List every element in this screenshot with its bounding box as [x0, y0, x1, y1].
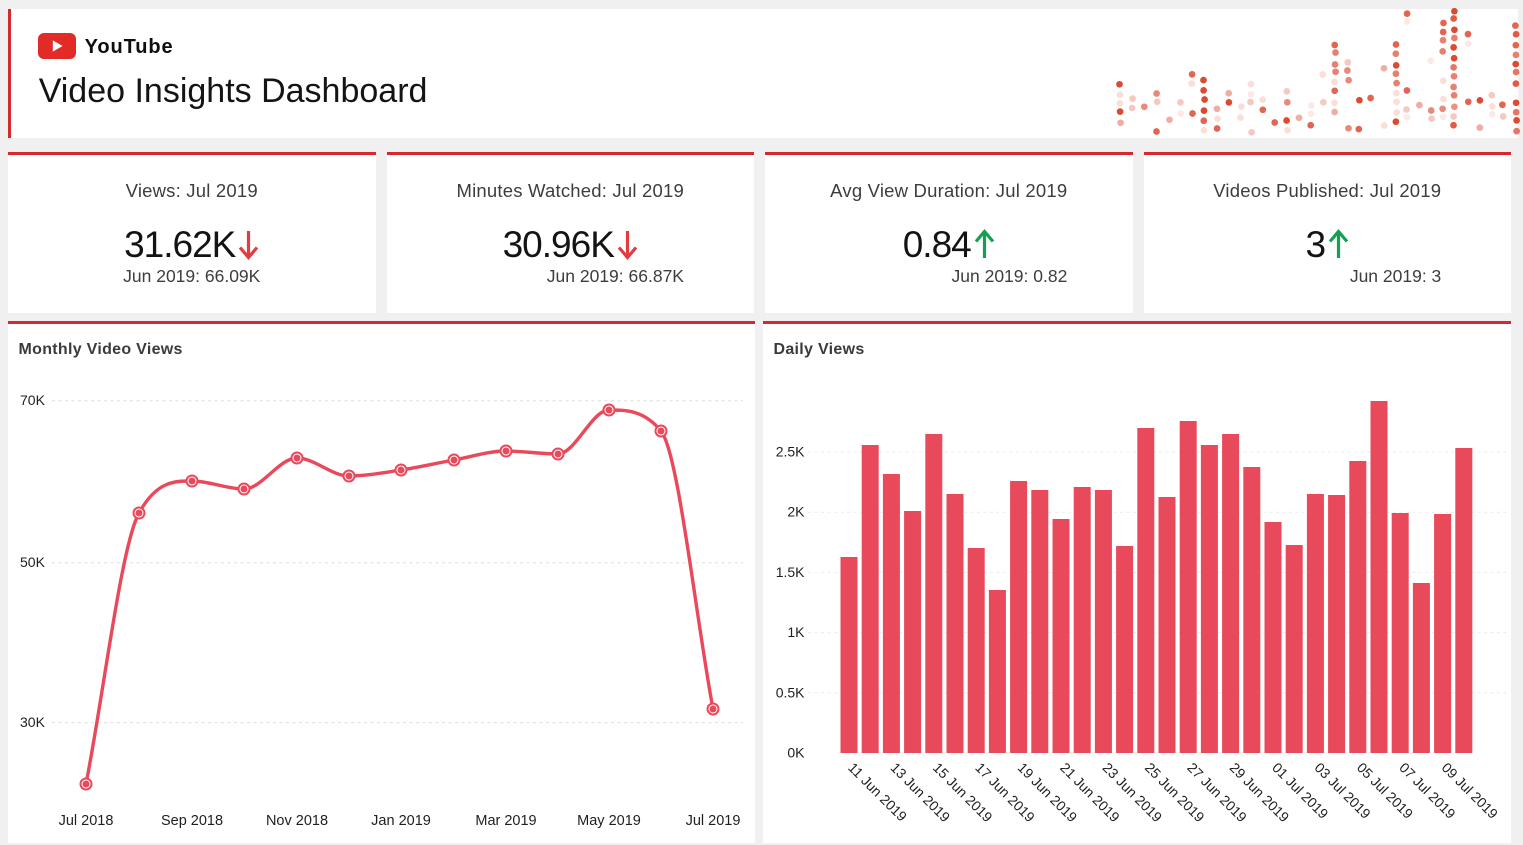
svg-text:0.5K: 0.5K	[776, 684, 805, 700]
svg-text:2K: 2K	[787, 503, 805, 519]
svg-text:Jul 2018: Jul 2018	[59, 813, 114, 829]
svg-text:2.5K: 2.5K	[776, 443, 805, 459]
svg-text:1.5K: 1.5K	[776, 563, 805, 579]
svg-text:Mar 2019: Mar 2019	[475, 813, 536, 829]
svg-text:70K: 70K	[20, 392, 46, 408]
svg-text:Nov 2018: Nov 2018	[266, 813, 328, 829]
svg-text:Jan 2019: Jan 2019	[371, 813, 431, 829]
svg-text:Sep 2018: Sep 2018	[161, 813, 223, 829]
svg-text:May 2019: May 2019	[577, 813, 641, 829]
svg-text:0K: 0K	[787, 744, 805, 760]
svg-text:50K: 50K	[20, 554, 46, 570]
svg-text:1K: 1K	[787, 624, 805, 640]
svg-text:Jul 2019: Jul 2019	[686, 813, 741, 829]
svg-text:30K: 30K	[20, 714, 46, 730]
